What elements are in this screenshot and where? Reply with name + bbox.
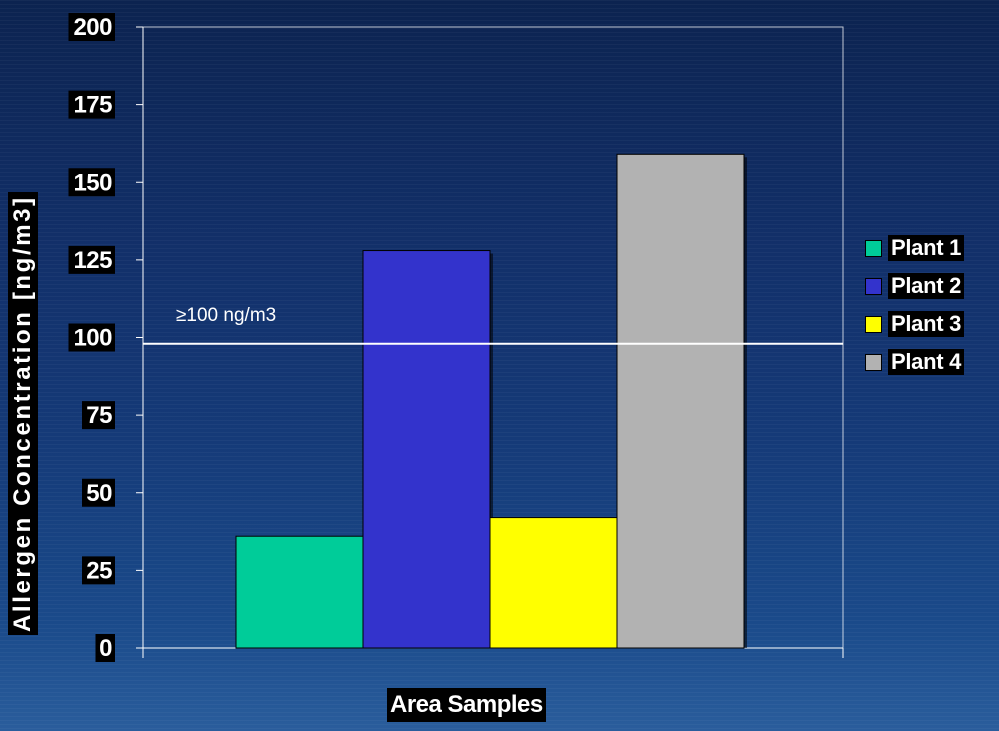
legend: Plant 1 Plant 2 Plant 3 Plant 4 bbox=[865, 235, 965, 387]
bar-plant-2 bbox=[362, 250, 491, 649]
y-tick-label: 25 bbox=[86, 557, 112, 584]
y-tick-label: 50 bbox=[86, 480, 112, 507]
legend-item: Plant 2 bbox=[865, 273, 965, 299]
y-tick-label: 125 bbox=[73, 247, 112, 274]
y-axis-title: Allergen Concentration [ng/m3] bbox=[8, 192, 38, 635]
y-tick-label-bg bbox=[68, 323, 115, 352]
y-tick-label-bg bbox=[68, 168, 115, 197]
legend-label: Plant 1 bbox=[888, 235, 965, 261]
y-tick-label: 175 bbox=[73, 92, 112, 119]
y-tick-label-bg bbox=[95, 634, 115, 662]
y-tick-label-bg bbox=[82, 478, 115, 507]
y-tick-label-bg bbox=[68, 90, 115, 119]
legend-label: Plant 2 bbox=[888, 273, 965, 299]
y-tick-label: 200 bbox=[73, 14, 112, 41]
y-tick-label: 0 bbox=[99, 635, 112, 662]
legend-item: Plant 3 bbox=[865, 311, 965, 337]
legend-item: Plant 1 bbox=[865, 235, 965, 261]
y-tick-label-bg bbox=[82, 556, 115, 585]
y-axis: 0 25 50 75 100 125 150 175 200 bbox=[68, 13, 844, 662]
legend-swatch bbox=[865, 315, 882, 333]
threshold-label: ≥100 ng/m3 bbox=[176, 305, 277, 326]
bar-plant-1 bbox=[235, 535, 364, 649]
bar-plant-3 bbox=[489, 517, 618, 649]
x-axis-title: Area Samples bbox=[387, 688, 546, 722]
legend-label: Plant 3 bbox=[888, 311, 965, 337]
y-tick-label: 150 bbox=[73, 169, 112, 196]
y-tick-label-bg bbox=[82, 401, 115, 430]
legend-item: Plant 4 bbox=[865, 349, 965, 375]
bar-plant-4 bbox=[616, 153, 745, 649]
bars bbox=[235, 153, 747, 649]
legend-swatch bbox=[865, 277, 882, 295]
legend-label: Plant 4 bbox=[888, 349, 965, 375]
y-tick-label: 100 bbox=[73, 325, 112, 352]
legend-swatch bbox=[865, 239, 882, 257]
y-tick-label-bg bbox=[68, 13, 115, 41]
y-tick-label-bg bbox=[68, 245, 115, 274]
legend-swatch bbox=[865, 353, 882, 371]
y-tick-label: 75 bbox=[86, 402, 112, 429]
